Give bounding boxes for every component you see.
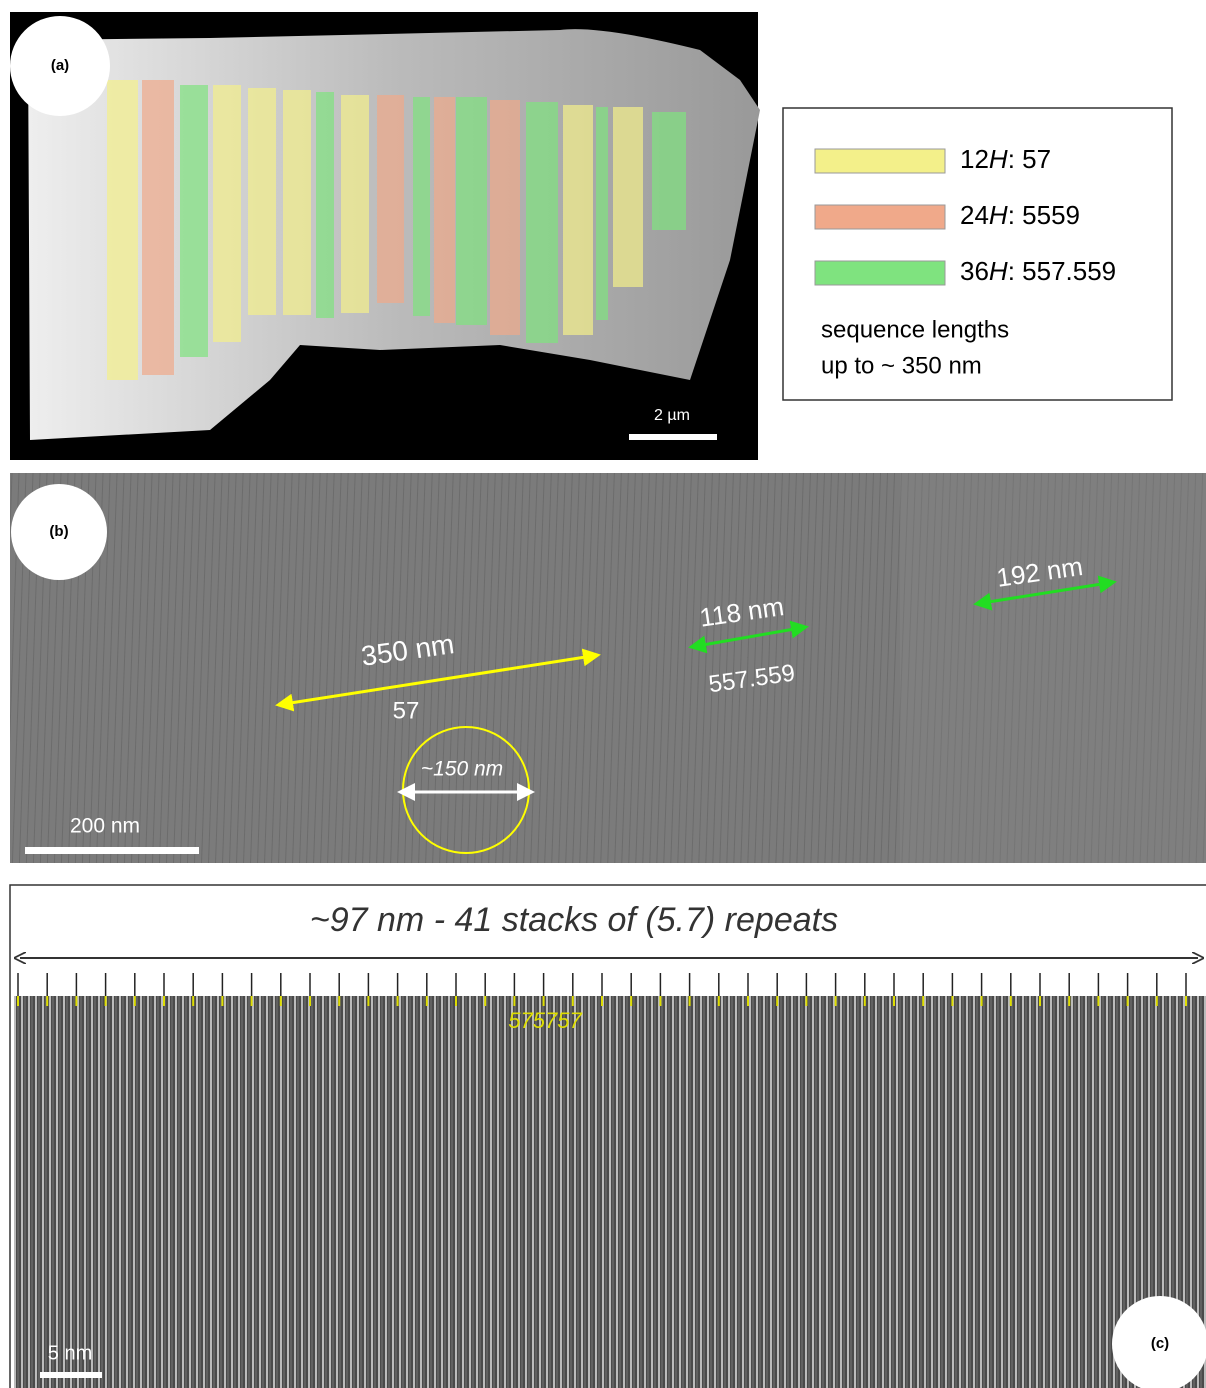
legend-label-part: H	[989, 144, 1008, 174]
sequence-region	[377, 95, 404, 303]
legend-label-part: H	[989, 256, 1008, 286]
scale-bar	[25, 847, 199, 854]
sequence-region	[283, 90, 311, 315]
sequence-region	[596, 107, 608, 320]
sequence-region	[142, 80, 174, 375]
image-background	[14, 996, 1206, 1388]
sequence-region	[456, 97, 487, 325]
sequence-region	[652, 112, 686, 230]
legend-note: up to ~ 350 nm	[821, 352, 982, 379]
legend-swatch	[815, 261, 945, 285]
legend-label-part: : 557.559	[1008, 256, 1116, 286]
sequence-region	[613, 107, 643, 287]
sequence-region	[248, 88, 276, 315]
legend-label-part: 36	[960, 256, 989, 286]
legend-label-part: : 5559	[1008, 200, 1080, 230]
panel-label: (b)	[49, 523, 68, 540]
legend-label: 24H: 5559	[960, 200, 1080, 230]
panel-c: ~97 nm - 41 stacks of (5.7) repeats 5757…	[10, 885, 1206, 1388]
sequence-region	[213, 85, 241, 342]
sequence-region	[107, 80, 138, 380]
sequence-label: 575757	[508, 1008, 582, 1033]
panel-label: (c)	[1151, 1335, 1169, 1352]
repeat-ticks	[18, 973, 1186, 1006]
figure: (a) 2 µm 12H: 5724H: 555936H: 557.559 se…	[0, 0, 1206, 1388]
sequence-region	[341, 95, 369, 313]
sequence-region	[413, 97, 430, 316]
annotation: ~150 nm	[421, 758, 503, 781]
scale-bar-label: 200 nm	[70, 815, 140, 838]
panel-title: ~97 nm - 41 stacks of (5.7) repeats	[310, 901, 838, 939]
sequence-region	[563, 105, 593, 335]
legend-label-part: H	[989, 200, 1008, 230]
scale-bar-label: 2 µm	[654, 407, 690, 424]
sequence-region	[490, 100, 520, 335]
sequence-region	[526, 102, 558, 343]
scale-bar	[629, 434, 717, 440]
sequence-region	[434, 97, 455, 323]
legend-label: 36H: 557.559	[960, 256, 1116, 286]
legend-label-part: 24	[960, 200, 989, 230]
legend-swatch	[815, 205, 945, 229]
legend-label-part: : 57	[1008, 144, 1051, 174]
legend-note: sequence lengths	[821, 316, 1009, 343]
legend-label: 12H: 57	[960, 144, 1051, 174]
panel-b: (b) 350 nm 57 118 nm 557.559 192 nm ~150…	[10, 473, 1206, 863]
annotation: 57	[393, 697, 420, 724]
sequence-region	[316, 92, 334, 318]
legend-swatch	[815, 149, 945, 173]
scale-bar-label: 5 nm	[48, 1342, 92, 1364]
legend-label-part: 12	[960, 144, 989, 174]
scale-bar	[40, 1372, 102, 1378]
sequence-region	[180, 85, 208, 357]
bright-region	[900, 473, 1206, 863]
panel-label: (a)	[51, 57, 69, 74]
